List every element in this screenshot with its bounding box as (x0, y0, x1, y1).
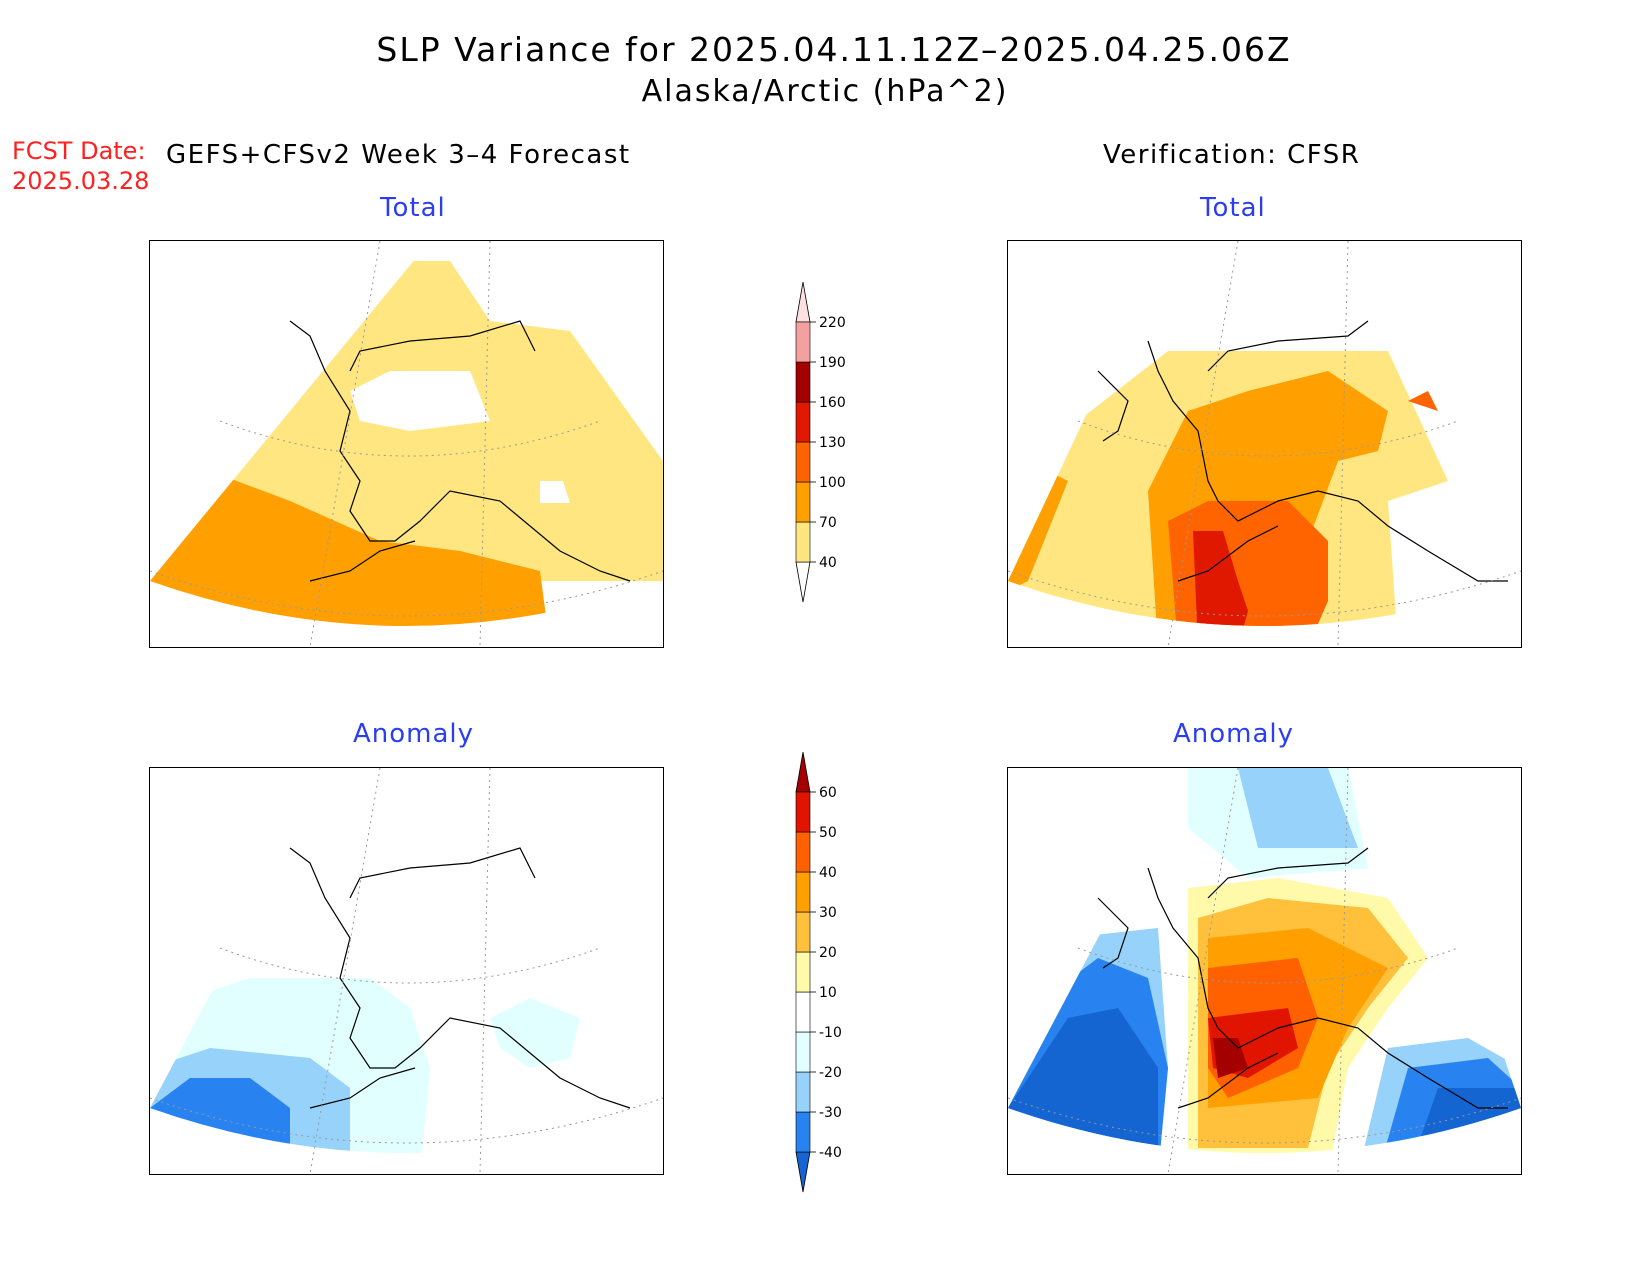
graticule (150, 241, 663, 647)
colorbar-tick-label: 190 (819, 355, 846, 371)
forecast-date-label: FCST Date: (12, 137, 146, 165)
colorbar-tick-label: 40 (819, 555, 837, 571)
chart-title: SLP Variance for 2025.04.11.12Z–2025.04.… (376, 30, 1292, 69)
colorbar-tick-label: 160 (819, 395, 846, 411)
colorbar-tick-label: 220 (819, 315, 846, 331)
graticule (150, 768, 663, 1174)
shading-verification-total (1008, 241, 1521, 626)
map-verification-total (1007, 240, 1522, 648)
panel-subtitle-verification-total: Total (1200, 193, 1266, 223)
colorbar-tick-label: -30 (819, 1105, 842, 1121)
colorbar-swatch (795, 1031, 811, 1073)
colorbar-tick-label: 10 (819, 985, 837, 1001)
colorbar-swatch (795, 321, 811, 363)
colorbar-swatch (795, 991, 811, 1033)
chart-subtitle: Alaska/Arctic (hPa^2) (641, 74, 1009, 109)
colorbar-upper-triangle (795, 752, 811, 793)
colorbar-lower-triangle (795, 561, 811, 603)
colorbar-tick-label: 30 (819, 905, 837, 921)
colorbar-swatch (795, 1111, 811, 1153)
colorbar-swatch (795, 951, 811, 993)
coastline (289, 847, 631, 1109)
panel-subtitle-forecast-anomaly: Anomaly (353, 719, 475, 749)
panel-subtitle-verification-anomaly: Anomaly (1173, 719, 1295, 749)
shading-verification-anomaly (1008, 768, 1521, 1153)
map-forecast-anomaly (149, 767, 664, 1175)
colorbar-tick-label: -40 (819, 1145, 842, 1161)
colorbar-tick-label: 130 (819, 435, 846, 451)
colorbar-tick-label: -10 (819, 1025, 842, 1041)
forecast-date: FCST Date: 2025.03.28 (12, 136, 149, 196)
graticule (1008, 241, 1521, 647)
colorbar-tick-label: 100 (819, 475, 846, 491)
colorbar-swatch (795, 441, 811, 483)
colorbar-swatch (795, 401, 811, 443)
colorbar-swatch (795, 831, 811, 873)
forecast-date-value: 2025.03.28 (12, 167, 150, 195)
shading-forecast-total (150, 241, 663, 626)
coastline (1097, 320, 1508, 582)
graticule (1008, 768, 1521, 1174)
colorbar-swatch (795, 871, 811, 913)
colorbar-swatch (795, 361, 811, 403)
colorbar-swatch (795, 911, 811, 953)
colorbar-tick-label: 40 (819, 865, 837, 881)
panel-subtitle-forecast-total: Total (380, 193, 446, 223)
forecast-header: GEFS+CFSv2 Week 3–4 Forecast (166, 140, 631, 170)
colorbar-tick-label: -20 (819, 1065, 842, 1081)
colorbar-tick-label: 50 (819, 825, 837, 841)
colorbar-anomaly: -40 -30 -20 -10 10 20 30 40 50 60 (795, 752, 842, 1193)
colorbar-swatch (795, 1071, 811, 1113)
coastline (289, 320, 631, 582)
coastline (1097, 847, 1508, 1109)
colorbar-total: 40 70 100 130 160 190 220 (795, 282, 846, 603)
colorbar-swatch (795, 521, 811, 563)
colorbar-tick-label: 60 (819, 785, 837, 801)
colorbar-upper-triangle (795, 282, 811, 323)
colorbar-swatch (795, 791, 811, 833)
map-verification-anomaly (1007, 767, 1522, 1175)
colorbar-tick-label: 20 (819, 945, 837, 961)
colorbar-tick-label: 70 (819, 515, 837, 531)
verification-header: Verification: CFSR (1103, 140, 1361, 170)
shading-forecast-anomaly (150, 768, 663, 1153)
colorbar-lower-triangle (795, 1151, 811, 1193)
colorbar-swatch (795, 481, 811, 523)
map-forecast-total (149, 240, 664, 648)
